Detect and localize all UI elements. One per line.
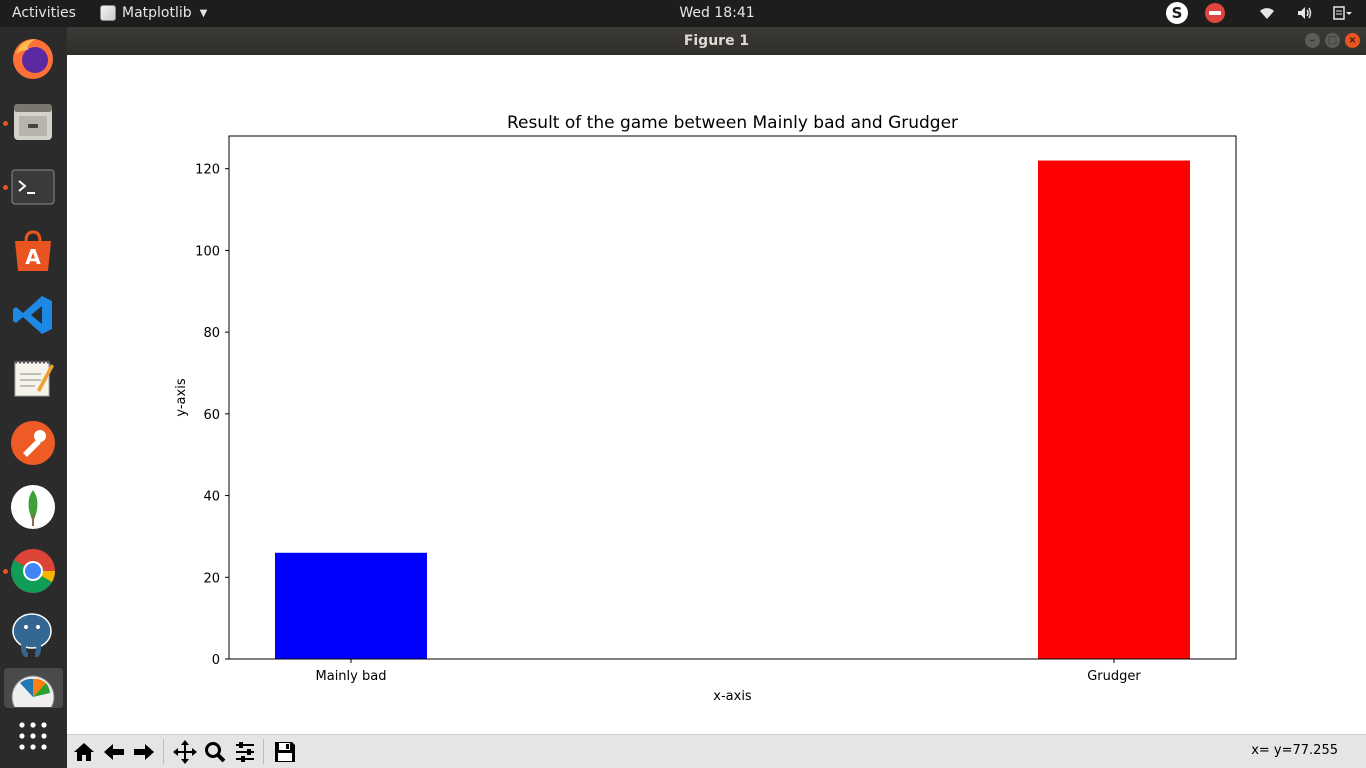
y-tick-label: 120 (195, 163, 220, 178)
back-arrow-icon[interactable] (100, 738, 127, 765)
y-tick-label: 20 (203, 571, 220, 586)
plot-frame (228, 135, 1237, 660)
navigation-toolbar: x= y=77.255 (67, 734, 1366, 768)
system-top-bar: Activities Matplotlib ▼ Wed 18:41 S (0, 0, 1366, 27)
y-axis-label: y-axis (174, 378, 189, 416)
save-icon[interactable] (271, 738, 298, 765)
toolbar-separator (163, 739, 164, 764)
firefox-icon[interactable] (9, 35, 57, 83)
show-apps-icon[interactable] (9, 712, 57, 760)
home-icon[interactable] (70, 738, 97, 765)
app-menu-label: Matplotlib (122, 5, 192, 21)
y-tick-label: 0 (212, 653, 220, 668)
software-center-icon[interactable]: A (9, 227, 57, 275)
cursor-coordinates: x= y=77.255 (1251, 743, 1338, 758)
forward-arrow-icon[interactable] (130, 738, 157, 765)
y-tick-label: 80 (203, 326, 220, 341)
skype-icon[interactable]: S (1166, 2, 1188, 24)
maximize-button[interactable]: □ (1325, 33, 1340, 48)
mongodb-icon[interactable] (9, 483, 57, 531)
svg-text:A: A (25, 245, 41, 269)
text-editor-icon[interactable] (9, 354, 57, 402)
vscode-icon[interactable] (9, 291, 57, 339)
clipboard-menu-icon[interactable] (1332, 2, 1354, 24)
blocked-icon[interactable] (1204, 2, 1226, 24)
app-menu[interactable]: Matplotlib ▼ (100, 5, 207, 21)
dock: A (0, 27, 67, 768)
matplotlib-icon[interactable] (9, 667, 57, 707)
x-tick-label: Mainly bad (316, 669, 387, 684)
activities-button[interactable]: Activities (12, 5, 76, 21)
terminal-icon[interactable] (9, 163, 57, 211)
toolbar-separator (263, 739, 264, 764)
close-button[interactable]: × (1345, 33, 1360, 48)
system-tray: S (1166, 2, 1354, 24)
running-indicator (3, 569, 8, 574)
window-title: Figure 1 (683, 33, 750, 49)
files-icon[interactable] (9, 98, 57, 146)
matplotlib-app-icon (100, 5, 116, 21)
clock[interactable]: Wed 18:41 (679, 5, 755, 21)
volume-icon[interactable] (1294, 2, 1316, 24)
wifi-icon[interactable] (1256, 2, 1278, 24)
bar-0 (275, 552, 427, 659)
x-tick-label: Grudger (1087, 669, 1141, 684)
figure-canvas[interactable]: 0 20 40 60 80 100 120 Mainly bad Grudger Result o… (67, 55, 1366, 734)
chart-title: Result of the game between Mainly bad an… (507, 113, 958, 133)
bar-chart: 0 20 40 60 80 100 120 Mainly bad Grudger Result o… (174, 113, 1237, 704)
postgresql-icon[interactable] (9, 610, 57, 658)
zoom-icon[interactable] (201, 738, 228, 765)
bar-1 (1038, 160, 1190, 659)
window-title-bar[interactable]: Figure 1 – □ × (67, 27, 1366, 55)
y-tick-label: 60 (203, 408, 220, 423)
y-tick-label: 100 (195, 244, 220, 259)
pan-icon[interactable] (171, 738, 198, 765)
minimize-button[interactable]: – (1305, 33, 1320, 48)
postman-icon[interactable] (9, 419, 57, 467)
chevron-down-icon: ▼ (199, 7, 208, 19)
configure-subplots-icon[interactable] (231, 738, 258, 765)
running-indicator (3, 185, 8, 190)
y-tick-label: 40 (203, 490, 220, 505)
x-axis-label: x-axis (713, 689, 752, 704)
chrome-icon[interactable] (9, 547, 57, 595)
running-indicator (3, 121, 8, 126)
